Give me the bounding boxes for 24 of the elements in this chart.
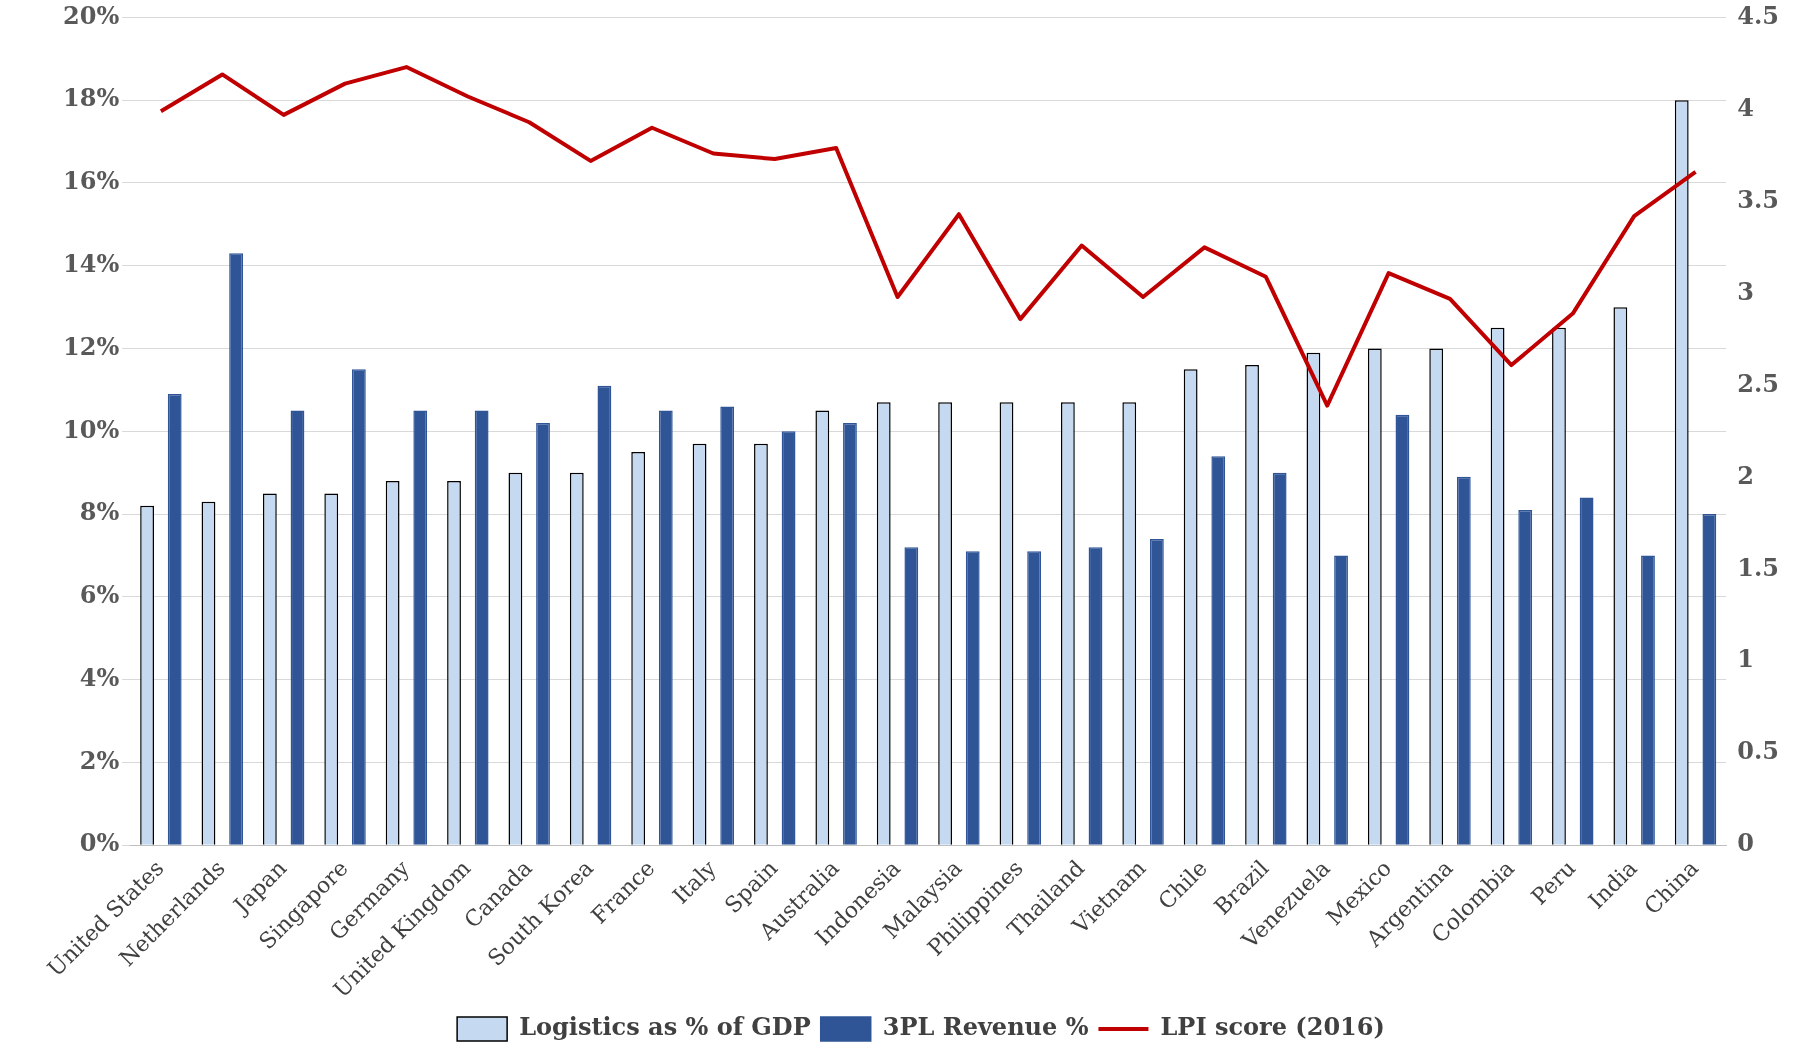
y-tick-label: 4% <box>79 662 120 692</box>
y-tick-label: 8% <box>79 497 120 527</box>
y-tick-label: 14% <box>63 248 120 278</box>
legend-label: LPI score (2016) <box>1160 1012 1385 1042</box>
y2-tick-label: 2.5 <box>1737 368 1780 398</box>
y-tick-label: 20% <box>63 0 120 30</box>
y-tick-label: 18% <box>63 83 120 113</box>
legend-label: 3PL Revenue % <box>882 1012 1089 1042</box>
y-tick-label: 2% <box>79 745 120 775</box>
y2-tick-label: 0 <box>1737 828 1754 858</box>
y2-tick-label: 3 <box>1737 276 1754 306</box>
y2-tick-label: 0.5 <box>1737 736 1780 766</box>
y2-tick-label: 4.5 <box>1737 0 1780 30</box>
y-tick-label: 10% <box>63 414 120 444</box>
y2-tick-label: 3.5 <box>1737 184 1780 214</box>
legend-label: Logistics as % of GDP <box>519 1012 811 1042</box>
y-tick-label: 12% <box>63 331 120 361</box>
y-tick-label: 0% <box>79 828 120 858</box>
y2-tick-label: 1.5 <box>1737 552 1780 582</box>
y2-tick-label: 1 <box>1737 644 1754 674</box>
y2-tick-label: 2 <box>1737 460 1754 490</box>
y-tick-label: 6% <box>79 580 120 610</box>
y2-tick-label: 4 <box>1737 92 1754 122</box>
y-tick-label: 16% <box>63 166 120 196</box>
